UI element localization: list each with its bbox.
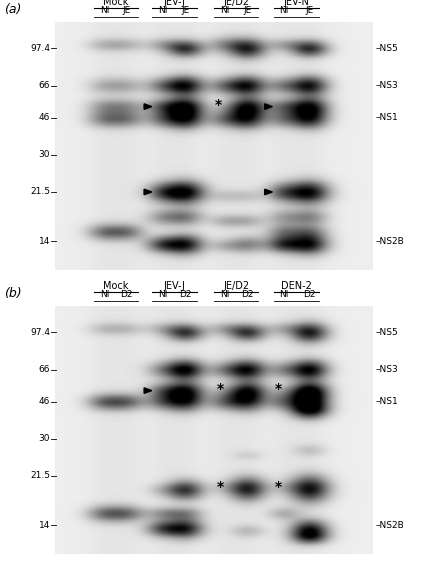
Polygon shape [144,104,152,110]
Text: (b): (b) [4,287,22,300]
Polygon shape [265,104,272,110]
Text: JEV-N: JEV-N [284,0,310,7]
Text: 97.4: 97.4 [30,328,50,337]
Text: –NS5: –NS5 [376,328,398,337]
Text: –NS2B: –NS2B [376,237,404,246]
Text: 21.5: 21.5 [30,471,50,481]
Text: 30: 30 [39,435,50,444]
Text: –NS2B: –NS2B [376,521,404,530]
Text: –NS1: –NS1 [376,113,398,122]
Text: –NS1: –NS1 [376,397,398,406]
Text: JE/D2: JE/D2 [223,281,249,291]
Text: 66: 66 [39,81,50,90]
Text: 97.4: 97.4 [30,44,50,53]
Text: 66: 66 [39,365,50,374]
Text: NI: NI [100,290,109,299]
Text: D2: D2 [121,290,133,299]
Text: NI: NI [279,6,288,15]
Text: 30: 30 [39,151,50,160]
Text: NI: NI [221,290,230,299]
Text: 46: 46 [39,113,50,122]
Text: JEV-J: JEV-J [164,0,185,7]
Text: D2: D2 [303,290,316,299]
Text: DEN-2: DEN-2 [281,281,312,291]
Text: JE: JE [305,6,314,15]
Text: NI: NI [279,290,288,299]
Text: –NS3: –NS3 [376,81,398,90]
Text: D2: D2 [241,290,253,299]
Text: *: * [215,98,222,112]
Text: *: * [216,382,224,396]
Text: 14: 14 [39,521,50,530]
Text: –NS3: –NS3 [376,365,398,374]
Polygon shape [144,388,152,394]
Text: NI: NI [158,290,168,299]
Text: –NS5: –NS5 [376,44,398,53]
Text: 14: 14 [39,237,50,246]
Text: 46: 46 [39,397,50,406]
Text: NI: NI [100,6,109,15]
Polygon shape [144,189,152,195]
Text: JE: JE [123,6,131,15]
Text: Mock: Mock [103,281,128,291]
Text: (a): (a) [4,3,22,16]
Text: Mock: Mock [103,0,128,7]
Text: JE: JE [181,6,190,15]
Text: JE: JE [243,6,251,15]
Text: *: * [216,480,224,494]
Text: *: * [275,480,282,494]
Text: *: * [275,382,282,396]
Text: JEV-J: JEV-J [164,281,185,291]
Polygon shape [265,189,272,195]
Text: NI: NI [221,6,230,15]
Text: 21.5: 21.5 [30,187,50,197]
Text: NI: NI [158,6,168,15]
Text: JE/D2: JE/D2 [223,0,249,7]
Text: D2: D2 [179,290,192,299]
